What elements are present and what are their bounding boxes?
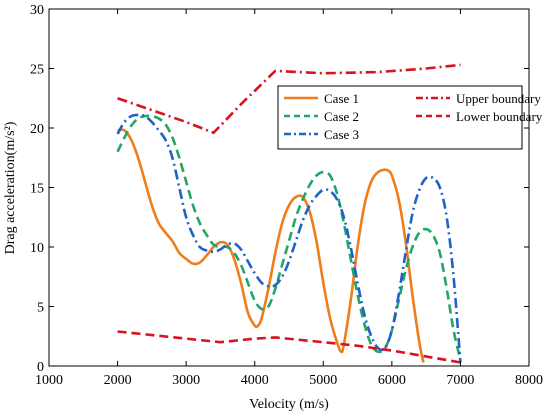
x-tick-label: 1000	[35, 373, 63, 388]
y-tick-label: 15	[30, 182, 44, 197]
ticks-layer: 1000 2000 3000 4000 5000 6000 7000 8000 0 5 10 15 20…	[30, 3, 543, 388]
legend-label: Upper boundary	[456, 91, 541, 106]
legend-box	[277, 85, 523, 150]
series-line-upper-boundary	[117, 63, 461, 135]
series-line-case-3	[116, 113, 462, 363]
x-tick-label: 2000	[104, 373, 132, 388]
x-tick-label: 4000	[241, 373, 269, 388]
legend-label: Case 3	[324, 127, 359, 142]
y-axis-label: Drag acceleration(m/s²)	[3, 121, 18, 254]
legend: Case 1 Case 2 Case 3 Upper boundary Lower bo…	[277, 85, 543, 150]
legend-label: Lower boundary	[456, 109, 543, 124]
series-line-case-2	[116, 114, 462, 361]
x-axis-label: Velocity (m/s)	[249, 397, 329, 412]
y-tick-label: 5	[37, 301, 44, 316]
series-line-case-1	[117, 128, 425, 363]
y-tick-label: 10	[30, 241, 44, 256]
series-layer	[116, 63, 462, 364]
y-tick-label: 0	[37, 360, 44, 375]
x-tick-label: 7000	[446, 373, 474, 388]
x-tick-label: 8000	[515, 373, 543, 388]
legend-label: Case 2	[324, 109, 359, 124]
x-tick-label: 3000	[172, 373, 200, 388]
y-tick-label: 25	[30, 63, 44, 78]
x-tick-label: 6000	[378, 373, 406, 388]
y-tick-label: 30	[30, 3, 44, 18]
y-tick-label: 20	[30, 122, 44, 137]
series-line-lower-boundary	[117, 330, 461, 364]
legend-label: Case 1	[324, 91, 359, 106]
x-tick-label: 5000	[309, 373, 337, 388]
